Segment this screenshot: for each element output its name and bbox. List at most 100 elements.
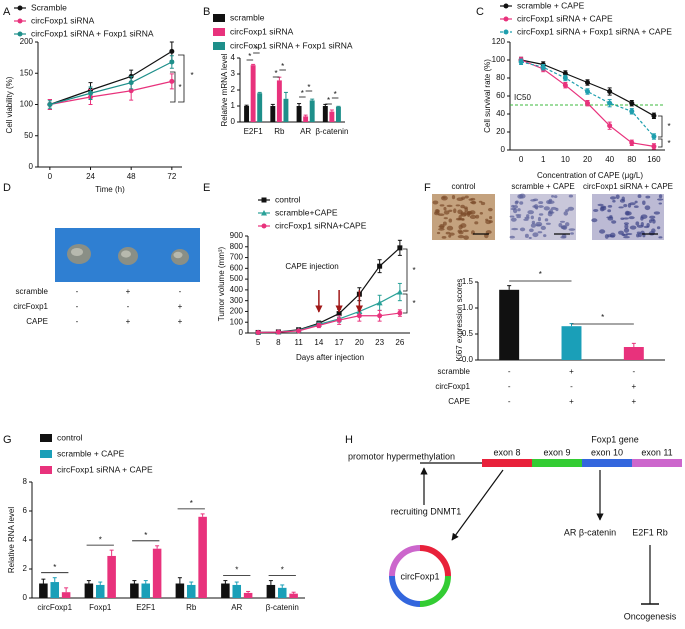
marker xyxy=(261,223,267,229)
tumor-highlight xyxy=(121,250,131,258)
legend-label: circFoxp1 siRNA + Foxp1 siRNA + CAPE xyxy=(517,26,672,36)
cell xyxy=(620,217,625,220)
significance: * xyxy=(307,83,310,92)
cell xyxy=(644,205,651,211)
legend-label: circFoxp1 siRNA xyxy=(31,15,95,25)
legend-label: circFoxp1 siRNA + Foxp1 siRNA xyxy=(31,28,154,38)
bar xyxy=(84,583,94,598)
condition-sign: - xyxy=(632,367,635,376)
y-tick-label: 8 xyxy=(23,477,28,486)
cell xyxy=(543,234,547,238)
condition-sign: - xyxy=(508,382,511,391)
cell xyxy=(612,199,616,203)
cell xyxy=(443,210,450,215)
cell xyxy=(443,206,447,211)
condition-label: scramble xyxy=(16,287,49,296)
cell xyxy=(635,221,640,226)
x-tick-label: circFoxp1 xyxy=(37,603,72,612)
cell xyxy=(658,202,663,205)
legend-swatch xyxy=(213,42,225,50)
cell xyxy=(524,233,529,238)
cell xyxy=(642,200,646,205)
legend-label: circFoxp1 siRNA+CAPE xyxy=(275,220,367,230)
cell xyxy=(645,195,651,199)
x-tick-label: 11 xyxy=(294,338,303,347)
series-line xyxy=(49,80,172,106)
significance: * xyxy=(667,122,670,131)
x-tick-label: 14 xyxy=(314,338,323,347)
x-tick-label: Rb xyxy=(274,127,285,136)
cell xyxy=(610,235,615,238)
x-axis-title: Days after injection xyxy=(296,353,364,362)
legend-swatch xyxy=(213,28,225,36)
image-label: scramble + CAPE xyxy=(511,182,574,191)
x-tick-label: 0 xyxy=(48,172,53,181)
series-line xyxy=(49,61,173,106)
cell xyxy=(457,209,463,215)
condition-sign: + xyxy=(126,317,131,326)
cell xyxy=(615,194,620,200)
panel-label: A xyxy=(3,6,11,18)
y-axis-title: Cell survival rate (%) xyxy=(483,59,492,133)
condition-sign: + xyxy=(569,397,574,406)
cell xyxy=(530,223,537,228)
cell xyxy=(551,195,555,198)
cell xyxy=(540,225,546,231)
cell xyxy=(442,196,446,199)
x-tick-label: AR xyxy=(300,127,311,136)
marker xyxy=(651,143,657,149)
significance: * xyxy=(601,313,604,322)
y-tick-label: 200 xyxy=(20,37,34,46)
marker xyxy=(503,29,509,35)
cell xyxy=(480,201,486,206)
cell xyxy=(515,213,522,217)
marker xyxy=(169,78,175,84)
bar xyxy=(130,583,139,598)
legend-label: control xyxy=(57,432,83,442)
cell xyxy=(624,223,629,229)
bar xyxy=(283,98,289,122)
cell xyxy=(509,215,515,218)
panel-label: H xyxy=(345,434,353,446)
legend-swatch xyxy=(40,434,52,442)
cell xyxy=(568,194,574,198)
bar xyxy=(152,548,162,598)
exon-label: exon 8 xyxy=(493,447,520,457)
reference-label: IC50 xyxy=(514,93,531,102)
cell xyxy=(448,218,453,223)
cell xyxy=(609,196,617,200)
condition-sign: - xyxy=(76,302,79,311)
condition-sign: - xyxy=(127,302,130,311)
legend-swatch xyxy=(40,450,52,458)
marker xyxy=(397,310,403,316)
cell xyxy=(623,228,630,233)
x-tick-label: 0 xyxy=(519,155,524,164)
cell xyxy=(547,200,555,204)
y-axis-title: Cell viability (%) xyxy=(5,76,14,133)
bar xyxy=(309,100,315,122)
y-tick-label: 2 xyxy=(23,564,28,573)
cell xyxy=(514,200,519,205)
marker xyxy=(562,71,568,76)
panel-label: B xyxy=(203,6,210,18)
x-tick-label: 20 xyxy=(583,155,592,164)
panel-label: G xyxy=(3,434,12,446)
marker xyxy=(651,134,657,139)
significance: * xyxy=(301,89,304,98)
cell xyxy=(487,207,493,212)
cell xyxy=(479,211,484,215)
x-tick-label: 23 xyxy=(375,338,384,347)
cell xyxy=(484,233,489,239)
micrograph xyxy=(432,194,495,240)
cell xyxy=(453,208,457,214)
bar xyxy=(266,584,276,598)
cell xyxy=(548,211,555,214)
x-tick-label: Rb xyxy=(186,603,197,612)
cell xyxy=(456,197,464,202)
cell xyxy=(449,232,455,236)
cell xyxy=(568,228,576,231)
marker xyxy=(585,100,590,106)
circ-label: circFoxp1 xyxy=(400,571,439,581)
cell xyxy=(560,225,567,230)
outcome-label: Oncogenesis xyxy=(624,611,677,621)
